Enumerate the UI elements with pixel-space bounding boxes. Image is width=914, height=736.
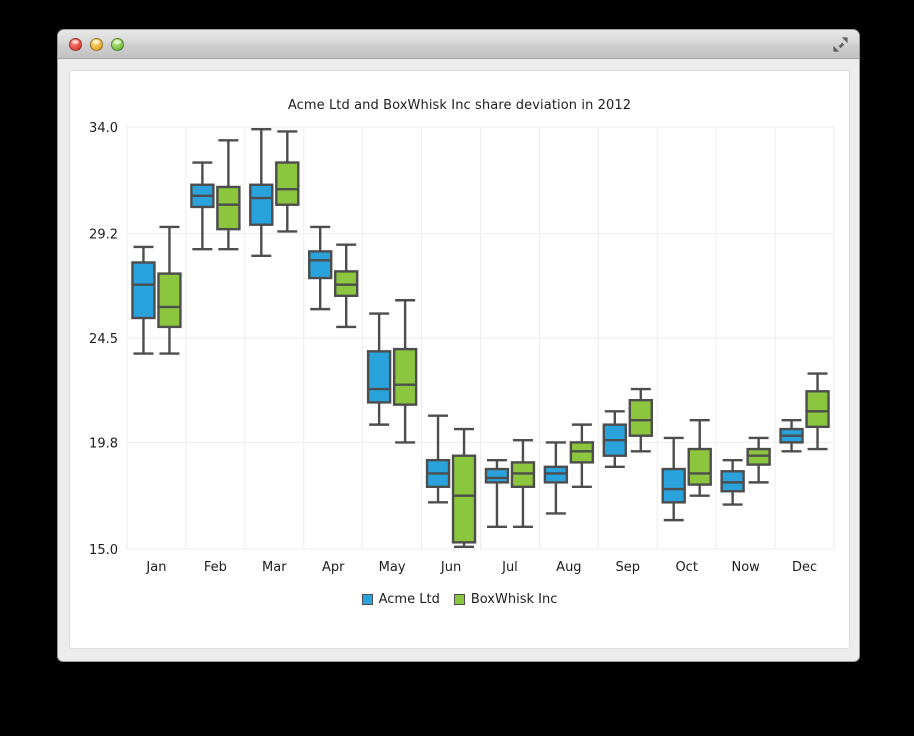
boxplot-acme-ltd-apr[interactable] [308,225,333,311]
window-traffic-lights [69,38,124,51]
x-tick-label-mar: Mar [262,560,287,575]
chart-card: Acme Ltd and BoxWhisk Inc share deviatio… [69,70,850,649]
legend-swatch-boxwhisk [453,594,465,605]
x-tick-label-may: May [379,560,406,575]
boxplot-boxwhisk-inc-may[interactable] [392,299,418,444]
boxplot-acme-ltd-jul[interactable] [484,458,510,528]
window-titlebar[interactable] [58,30,859,59]
boxplot-boxwhisk-inc-sep[interactable] [628,387,653,453]
legend-label-boxwhisk: BoxWhisk Inc [470,592,558,607]
box-body [308,250,333,280]
box-body [805,390,830,429]
box-body [687,447,712,486]
legend-swatch-acme [361,594,373,605]
x-tick-label-oct: Oct [675,560,697,575]
boxplot-acme-ltd-aug[interactable] [543,441,569,515]
legend-label-acme: Acme Ltd [378,592,440,607]
box-body [661,467,686,504]
maximize-window-button[interactable] [111,38,124,51]
boxplot-acme-ltd-dec[interactable] [779,418,804,453]
boxplot-boxwhisk-inc-aug[interactable] [569,423,595,489]
boxplot-boxwhisk-inc-oct[interactable] [687,418,712,497]
x-axis-tick-labels: Jan Feb Mar Apr May Jun Jul Aug Sep Oct Now Dec [145,560,817,575]
close-window-button[interactable] [69,38,82,51]
legend-entry-acme[interactable]: Acme Ltd [361,592,440,607]
application-window: Acme Ltd and BoxWhisk Inc share deviatio… [57,29,860,662]
y-tick-label: 19.8 [89,436,118,451]
box-body [392,347,418,406]
boxplot-boxwhisk-inc-jul[interactable] [510,438,536,528]
boxplot-acme-ltd-may[interactable] [366,312,392,426]
y-tick-label: 29.2 [89,228,118,243]
box-body [216,185,241,231]
minimize-window-button[interactable] [90,38,103,51]
y-tick-label: 15.0 [89,543,118,558]
box-body [628,398,653,437]
boxplot-acme-ltd-mar[interactable] [249,128,274,258]
boxplot-acme-ltd-oct[interactable] [661,436,686,522]
legend-entry-boxwhisk[interactable]: BoxWhisk Inc [453,592,558,607]
x-tick-label-jul: Jul [501,560,518,575]
gridlines [126,126,835,550]
boxplot-boxwhisk-inc-jan[interactable] [157,225,182,355]
box-body [451,454,477,544]
boxplot-acme-ltd-now[interactable] [720,458,745,506]
boxplot-acme-ltd-jun[interactable] [425,414,451,504]
box-series-layer [131,128,830,548]
y-axis-tick-labels: 15.0 19.8 24.5 29.2 34.0 [89,121,118,558]
box-body [157,272,182,329]
chart-title: Acme Ltd and BoxWhisk Inc share deviatio… [287,98,632,113]
boxplot-boxwhisk-inc-dec[interactable] [805,372,830,451]
x-tick-label-feb: Feb [204,560,227,575]
boxplot-boxwhisk-inc-jun[interactable] [451,427,477,548]
boxplot-acme-ltd-feb[interactable] [190,161,215,251]
boxplot-boxwhisk-inc-mar[interactable] [275,130,300,233]
boxplot-acme-ltd-jan[interactable] [131,245,156,355]
x-tick-label-apr: Apr [322,560,345,575]
box-body [275,161,300,206]
boxplot-svg: 15.019.824.529.234.0 Jan Feb Mar Apr May Jun J… [89,121,835,575]
boxplot-boxwhisk-inc-now[interactable] [746,436,771,484]
x-tick-label-dec: Dec [792,560,817,575]
box-body [366,350,392,404]
box-body [484,467,510,484]
x-tick-label-aug: Aug [556,560,581,575]
y-tick-label: 24.5 [89,332,118,347]
box-body [131,261,156,320]
x-tick-label-jun: Jun [440,560,461,575]
box-body [249,183,274,226]
x-tick-label-now: Now [731,560,760,575]
boxplot-boxwhisk-inc-apr[interactable] [334,243,359,329]
boxplot-acme-ltd-sep[interactable] [602,410,627,469]
x-tick-label-sep: Sep [616,560,641,575]
window-content-area: Acme Ltd and BoxWhisk Inc share deviatio… [58,59,859,661]
fullscreen-expand-icon[interactable] [832,36,849,53]
x-tick-label-jan: Jan [145,560,166,575]
y-tick-label: 34.0 [89,121,118,136]
boxplot-boxwhisk-inc-feb[interactable] [216,139,241,251]
chart-legend: Acme Ltd BoxWhisk Inc [70,592,849,607]
